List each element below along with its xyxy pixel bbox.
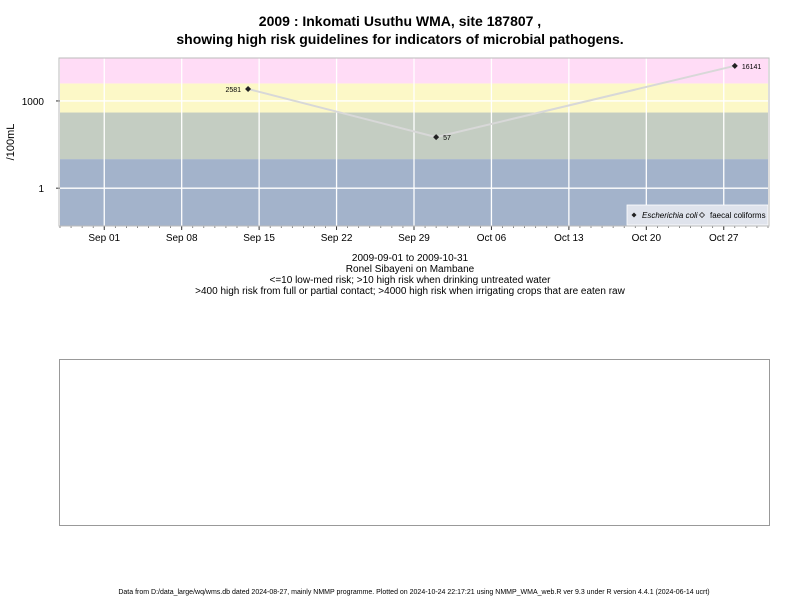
- legend-label-faecal-coliforms: faecal coliforms: [710, 211, 766, 220]
- y-tick-label: 1000: [22, 97, 45, 108]
- data-label: 16141: [742, 64, 762, 71]
- x-tick-label: Oct 06: [477, 233, 507, 244]
- chart-series: 2581 57 16141: [225, 62, 762, 142]
- data-point-e-coli: [731, 62, 738, 69]
- x-tick-label: Sep 22: [321, 233, 353, 244]
- chart-legend: Escherichia coli faecal coliforms: [626, 204, 769, 226]
- footer-source-note: Data from D:/data_large/wq/wms.db dated …: [118, 589, 710, 596]
- data-point-e-coli: [245, 85, 252, 92]
- x-tick-label: Oct 27: [709, 233, 739, 244]
- x-tick-label: Sep 29: [398, 233, 430, 244]
- y-axis: 1 1000: [22, 97, 60, 195]
- data-point-e-coli: [433, 134, 440, 141]
- x-tick-label: Oct 13: [554, 233, 584, 244]
- chart-title-line-2: showing high risk guidelines for indicat…: [176, 31, 624, 47]
- legend-marker-faecal-coliforms: [698, 211, 706, 219]
- chart-title-line-1: 2009 : Inkomati Usuthu WMA, site 187807 …: [258, 13, 542, 29]
- y-tick-label: 1: [38, 184, 44, 195]
- subtitle-date-range: 2009-09-01 to 2009-10-31: [351, 253, 469, 264]
- chart-grid: [60, 58, 768, 226]
- data-label: 2581: [225, 87, 241, 94]
- x-tick-label: Sep 15: [243, 233, 275, 244]
- x-tick-label: Oct 20: [632, 233, 662, 244]
- subtitle-risk-note-1: <=10 low-med risk; >10 high risk when dr…: [269, 275, 551, 286]
- x-axis: Sep 01 Sep 08 Sep 15 Sep 22 Sep 29 Oct 06 Oct …: [59, 226, 769, 244]
- x-tick-label: Sep 01: [88, 233, 120, 244]
- x-tick-label: Sep 08: [166, 233, 198, 244]
- legend-box: [626, 204, 769, 226]
- subtitle-risk-note-2: >400 high risk from full or partial cont…: [195, 286, 625, 297]
- empty-plot-panel: [59, 359, 770, 526]
- legend-label-e-coli: Escherichia coli: [642, 211, 698, 220]
- data-label: 57: [443, 135, 451, 142]
- y-axis-label: /100mL: [5, 124, 17, 161]
- legend-marker-e-coli: [631, 212, 637, 218]
- plot-frame: [58, 57, 770, 227]
- subtitle-sampler: Ronel Sibayeni on Mambane: [345, 264, 475, 275]
- risk-chart: Sep 01 Sep 08 Sep 15 Sep 22 Sep 29 Oct 06 Oct …: [5, 57, 770, 244]
